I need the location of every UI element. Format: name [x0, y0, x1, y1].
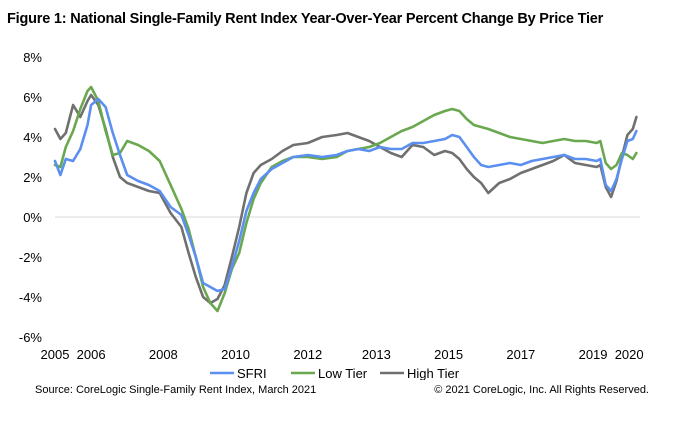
y-tick-label: 8% [23, 50, 42, 65]
x-tick-label: 2012 [293, 347, 322, 362]
x-tick-label: 2013 [362, 347, 391, 362]
y-tick-label: 4% [23, 130, 42, 145]
chart-title: Figure 1: National Single-Family Rent In… [7, 11, 604, 27]
x-tick-label: 2006 [77, 347, 106, 362]
x-tick-label: 2008 [149, 347, 178, 362]
y-tick-label: -6% [19, 330, 43, 345]
line-chart: -6% -4% -2% 0% 2% 4% 6% 8% 2005 2006 2008 2010 2012… [19, 50, 644, 380]
x-tick-label: 2015 [434, 347, 463, 362]
x-tick-label: 2020 [615, 347, 644, 362]
x-tick-label: 2005 [41, 347, 70, 362]
source-note: Source: CoreLogic Single-Family Rent Ind… [35, 384, 317, 396]
series-line-sfri [53, 97, 638, 293]
legend-label: SFRI [237, 366, 267, 380]
y-tick-label: 6% [23, 90, 42, 105]
y-tick-label: 0% [23, 210, 42, 225]
x-tick-label: 2017 [506, 347, 535, 362]
y-tick-label: -2% [19, 250, 43, 265]
series-lines [53, 85, 638, 313]
x-tick-label: 2019 [579, 347, 608, 362]
copyright-note: © 2021 CoreLogic, Inc. All Rights Reserv… [434, 384, 649, 396]
series-line-low-tier [53, 85, 638, 313]
series-line-high-tier [53, 93, 638, 305]
x-tick-label: 2010 [221, 347, 250, 362]
legend-label: Low Tier [318, 366, 368, 380]
legend-label: High Tier [407, 366, 460, 380]
x-axis-tick-labels: 2005 2006 2008 2010 2012 2013 2015 2017 2019 2020 [41, 347, 644, 362]
legend: SFRI Low Tier High Tier [210, 366, 460, 380]
y-tick-label: -4% [19, 290, 43, 305]
y-axis-tick-labels: -6% -4% -2% 0% 2% 4% 6% 8% [19, 50, 43, 345]
y-tick-label: 2% [23, 170, 42, 185]
